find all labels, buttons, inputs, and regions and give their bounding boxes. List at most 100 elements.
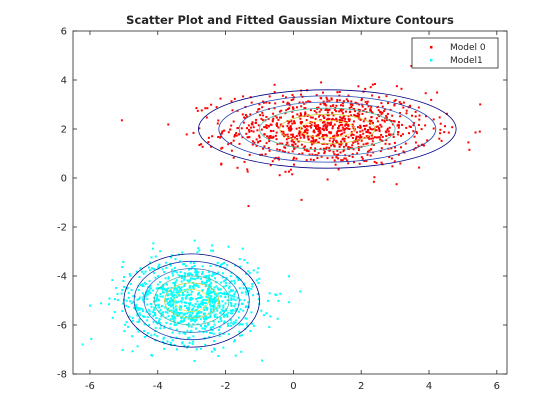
data-point bbox=[390, 157, 393, 160]
data-point bbox=[440, 139, 443, 142]
data-point bbox=[207, 294, 210, 297]
data-point bbox=[175, 336, 178, 339]
data-point bbox=[205, 116, 208, 119]
data-point bbox=[141, 298, 144, 301]
data-point bbox=[222, 304, 225, 307]
data-point bbox=[229, 309, 232, 312]
data-point bbox=[262, 114, 265, 117]
data-point bbox=[233, 97, 236, 100]
data-point bbox=[266, 299, 269, 302]
data-point bbox=[175, 291, 178, 294]
data-point bbox=[193, 278, 196, 281]
data-point bbox=[132, 301, 135, 303]
data-point bbox=[186, 291, 189, 294]
data-point bbox=[302, 134, 305, 137]
data-point bbox=[368, 137, 371, 140]
data-point bbox=[474, 131, 477, 134]
data-point bbox=[197, 276, 200, 279]
data-point bbox=[146, 303, 149, 306]
data-point bbox=[373, 128, 376, 131]
data-point bbox=[210, 281, 213, 284]
y-tick-label: -6 bbox=[57, 321, 67, 332]
data-point bbox=[219, 288, 222, 291]
data-point bbox=[327, 114, 330, 117]
data-point bbox=[258, 277, 261, 280]
data-point bbox=[189, 299, 192, 302]
data-point bbox=[190, 329, 193, 332]
data-point bbox=[445, 112, 448, 115]
data-point bbox=[332, 150, 335, 153]
data-point bbox=[167, 293, 170, 296]
data-point bbox=[212, 308, 215, 311]
data-point bbox=[290, 133, 293, 136]
data-point bbox=[184, 283, 186, 286]
data-point bbox=[189, 261, 192, 264]
data-point bbox=[249, 113, 252, 116]
data-point bbox=[218, 304, 221, 307]
data-point bbox=[226, 264, 229, 267]
data-point bbox=[332, 125, 334, 128]
data-point bbox=[389, 133, 392, 136]
data-point bbox=[443, 131, 446, 134]
data-point bbox=[173, 281, 176, 284]
data-point bbox=[148, 285, 151, 288]
data-point bbox=[439, 128, 442, 131]
data-point bbox=[405, 112, 408, 115]
data-point bbox=[176, 348, 178, 351]
data-point bbox=[193, 265, 196, 267]
data-point bbox=[231, 109, 234, 112]
y-tick-label: -4 bbox=[57, 272, 67, 283]
data-point bbox=[340, 104, 342, 107]
data-point bbox=[150, 256, 153, 259]
data-point bbox=[205, 306, 208, 309]
data-point bbox=[316, 154, 319, 157]
data-point bbox=[146, 289, 149, 292]
data-point bbox=[408, 105, 411, 108]
data-point bbox=[143, 323, 146, 326]
data-point bbox=[188, 286, 191, 289]
contour-line bbox=[259, 107, 396, 151]
data-point bbox=[209, 305, 212, 308]
data-point bbox=[405, 126, 408, 129]
data-point bbox=[191, 309, 194, 312]
data-point bbox=[358, 110, 361, 113]
data-point bbox=[172, 307, 175, 310]
data-point bbox=[215, 299, 218, 302]
data-point bbox=[245, 305, 248, 308]
data-point bbox=[208, 284, 211, 287]
data-point bbox=[329, 132, 332, 135]
data-point bbox=[312, 139, 315, 142]
data-point bbox=[268, 102, 271, 104]
data-point bbox=[246, 170, 249, 173]
data-point bbox=[364, 100, 367, 103]
data-point bbox=[206, 290, 209, 293]
data-point bbox=[172, 291, 175, 294]
data-point bbox=[314, 140, 317, 143]
data-point bbox=[245, 322, 248, 325]
data-point bbox=[304, 145, 306, 148]
data-point bbox=[439, 122, 442, 125]
data-point bbox=[312, 159, 315, 161]
data-point bbox=[111, 279, 114, 282]
contour-line bbox=[153, 275, 230, 326]
data-point bbox=[220, 263, 222, 266]
data-point bbox=[175, 287, 178, 290]
data-point bbox=[147, 291, 150, 294]
data-point bbox=[227, 143, 230, 146]
data-point bbox=[229, 301, 232, 304]
data-point bbox=[167, 309, 170, 312]
data-point bbox=[372, 143, 375, 146]
data-point bbox=[257, 140, 260, 143]
data-point bbox=[197, 247, 200, 250]
data-point bbox=[162, 337, 165, 340]
data-point bbox=[196, 277, 199, 280]
data-point bbox=[171, 268, 174, 271]
data-point bbox=[285, 138, 288, 141]
data-point bbox=[209, 331, 211, 334]
data-point bbox=[323, 124, 326, 127]
data-point bbox=[137, 289, 140, 292]
data-point bbox=[348, 120, 351, 122]
data-point bbox=[231, 294, 234, 297]
data-point bbox=[269, 164, 272, 167]
